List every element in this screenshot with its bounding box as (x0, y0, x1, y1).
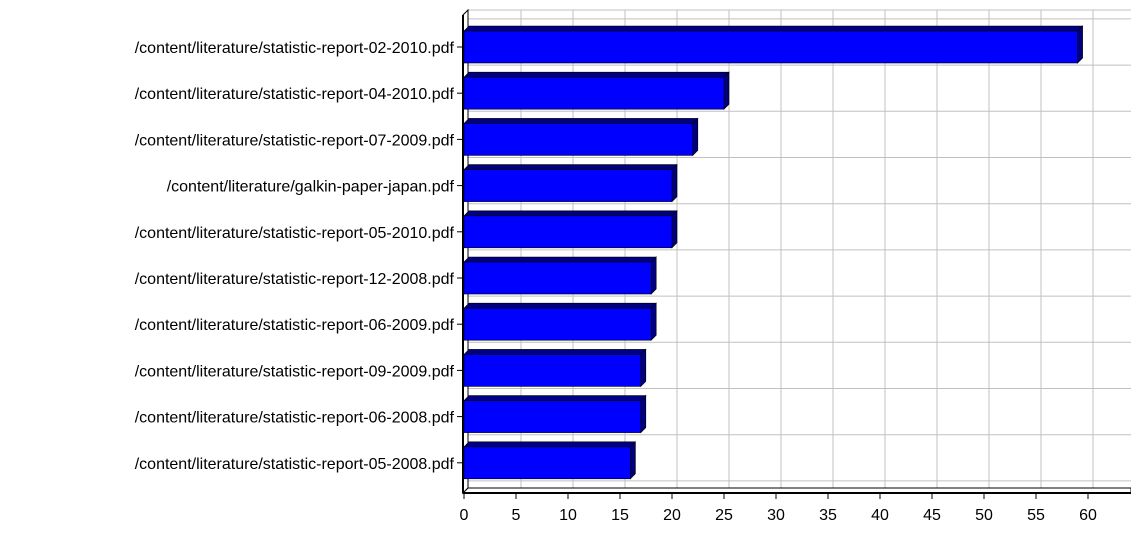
bar-top-face (463, 164, 678, 170)
bar-front-face (463, 354, 642, 387)
label-layer: 0 5 10 15 20 25 30 35 40 45 50 55 60/content/literat… (135, 40, 1097, 524)
x-tick-label: 0 (460, 507, 469, 524)
bar-front-face (463, 76, 725, 110)
category-label: /content/literature/statistic-report-05-… (135, 456, 455, 473)
bar-end-face (640, 348, 647, 388)
category-label: /content/literature/statistic-report-06-… (135, 410, 455, 427)
x-tick-label: 35 (819, 507, 837, 524)
category-label: /content/literature/statistic-report-04-… (135, 86, 455, 103)
category-label: /content/literature/statistic-report-06-… (135, 317, 455, 334)
bar-end-face (723, 71, 730, 110)
bar (463, 441, 637, 480)
category-label: /content/literature/galkin-paper-japan.p… (167, 179, 455, 196)
bar-end-face (671, 210, 678, 249)
bar-top-face (463, 118, 699, 124)
category-label: /content/literature/statistic-report-09-… (135, 363, 455, 380)
x-tick-label: 60 (1079, 507, 1097, 524)
bar (463, 210, 678, 249)
category-label: /content/literature/statistic-report-02-… (135, 40, 455, 57)
x-tick-label: 15 (611, 507, 629, 524)
bar-front-face (463, 446, 631, 480)
bar-front-face (463, 400, 642, 433)
bar-top-face (463, 210, 678, 217)
bar-top-face (463, 395, 647, 401)
x-tick-label: 40 (871, 507, 889, 524)
bar (463, 394, 647, 434)
x-tick-label: 50 (975, 507, 993, 524)
bar-end-face (692, 117, 699, 157)
x-tick-label: 45 (923, 507, 941, 524)
bar-top-face (463, 25, 1084, 32)
bar-front-face (463, 261, 652, 295)
bar-front-face (463, 169, 673, 202)
x-tick-label: 10 (559, 507, 577, 524)
bar (463, 25, 1084, 64)
bar (463, 163, 678, 203)
x-tick-label: 20 (663, 507, 681, 524)
bar-end-face (630, 441, 636, 480)
category-label: /content/literature/statistic-report-07-… (135, 132, 455, 149)
bar (463, 71, 730, 110)
category-label: /content/literature/statistic-report-05-… (135, 225, 455, 242)
category-label: /content/literature/statistic-report-12-… (135, 271, 455, 288)
bar-top-face (463, 302, 657, 309)
bar-top-face (463, 71, 730, 78)
bar-front-face (463, 215, 673, 249)
x-tick-label: 5 (512, 507, 521, 524)
bar-top-face (463, 256, 657, 263)
bar-end-face (650, 302, 657, 341)
bar (463, 348, 647, 388)
bar-end-face (1077, 25, 1083, 64)
bar-layer (463, 25, 1084, 480)
x-tick-label: 25 (715, 507, 733, 524)
bar-top-face (463, 349, 647, 355)
bar (463, 302, 657, 341)
bar (463, 117, 699, 157)
bar-front-face (463, 123, 694, 156)
x-tick-label: 55 (1027, 507, 1045, 524)
bar-top-face (463, 441, 637, 448)
bar-front-face (463, 307, 652, 341)
bar-end-face (650, 256, 657, 295)
x-tick-label: 30 (767, 507, 785, 524)
bar (463, 256, 657, 295)
bar-end-face (640, 394, 647, 434)
bar-end-face (671, 163, 678, 203)
bar-front-face (463, 30, 1078, 64)
